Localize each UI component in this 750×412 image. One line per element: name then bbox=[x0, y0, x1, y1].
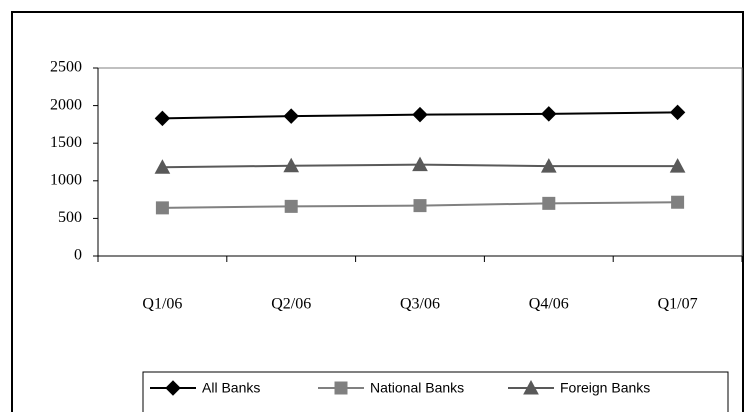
x-tick-label: Q4/06 bbox=[529, 296, 569, 313]
legend-label: Foreign Banks bbox=[560, 380, 650, 396]
point bbox=[540, 158, 557, 173]
point bbox=[669, 104, 686, 121]
point bbox=[542, 196, 556, 210]
point bbox=[412, 156, 428, 172]
chart-frame bbox=[11, 11, 744, 412]
point bbox=[154, 159, 171, 174]
x-tick-label: Q3/06 bbox=[400, 296, 440, 313]
point bbox=[154, 110, 171, 127]
y-tick-label: 500 bbox=[58, 209, 82, 226]
y-tick-label: 1500 bbox=[50, 134, 82, 151]
x-tick-label: Q1/07 bbox=[658, 296, 698, 313]
legend-box bbox=[142, 371, 729, 412]
legend-label: All Banks bbox=[202, 380, 260, 396]
point bbox=[671, 195, 685, 209]
point bbox=[155, 201, 169, 215]
y-tick-label: 2500 bbox=[50, 59, 82, 76]
y-tick-label: 2000 bbox=[50, 96, 82, 113]
point bbox=[413, 199, 427, 213]
x-tick-label: Q2/06 bbox=[271, 296, 311, 313]
y-tick-label: 1000 bbox=[50, 171, 82, 188]
legend-marker bbox=[334, 381, 348, 395]
point bbox=[412, 106, 428, 123]
point bbox=[541, 106, 557, 122]
point bbox=[669, 158, 686, 173]
legend-marker bbox=[165, 380, 181, 396]
point bbox=[283, 108, 299, 124]
legend-marker bbox=[523, 379, 539, 395]
point bbox=[283, 157, 300, 173]
legend-label: National Banks bbox=[370, 380, 464, 396]
y-tick-label: 0 bbox=[74, 247, 82, 264]
x-tick-label: Q1/06 bbox=[142, 296, 182, 313]
point bbox=[284, 199, 298, 213]
